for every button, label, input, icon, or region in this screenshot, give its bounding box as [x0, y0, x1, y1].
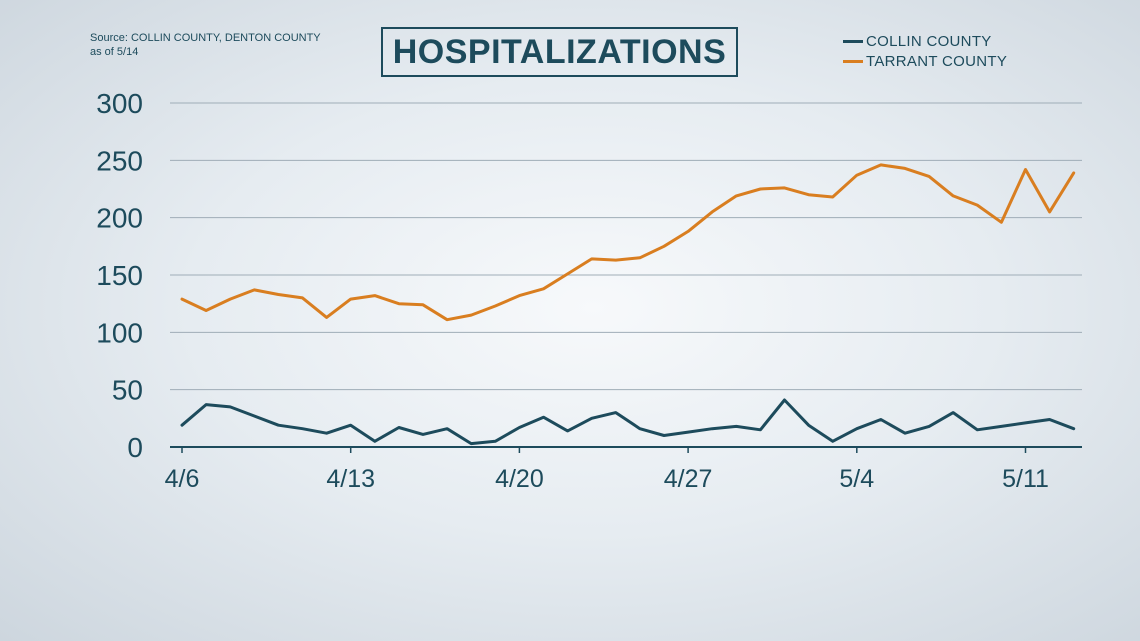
- legend-label-tarrant: TARRANT COUNTY: [866, 53, 1008, 70]
- y-tick-label-250: 250: [96, 145, 143, 176]
- x-tick-label: 4/27: [664, 465, 713, 493]
- as-of-date: as of 5/14: [90, 46, 139, 58]
- legend-item-collin: COLLIN COUNTY: [843, 33, 992, 50]
- y-tick-label-150: 150: [96, 260, 143, 291]
- chart-title: HOSPITALIZATIONS: [392, 32, 727, 71]
- x-tick-label: 4/13: [326, 465, 375, 493]
- legend-swatch-tarrant: [843, 60, 863, 63]
- y-tick-label-50: 50: [112, 375, 143, 406]
- y-tick-label-200: 200: [96, 203, 143, 234]
- y-tick-label-100: 100: [96, 317, 143, 348]
- x-tick-label: 4/6: [165, 465, 200, 493]
- y-tick-label-0: 0: [127, 432, 143, 463]
- series-line-tarrant: [180, 163, 1076, 322]
- chart-title-box: HOSPITALIZATIONS: [381, 27, 738, 77]
- source-line: Source: COLLIN COUNTY, DENTON COUNTY: [90, 32, 321, 44]
- y-tick-label-300: 300: [96, 88, 143, 119]
- x-tick-label: 5/11: [1002, 465, 1049, 493]
- legend-swatch-collin: [843, 40, 863, 43]
- series-line-collin: [180, 398, 1076, 446]
- legend-item-tarrant: TARRANT COUNTY: [843, 53, 1007, 70]
- x-tick-label: 5/4: [839, 465, 874, 493]
- x-tick-label: 4/20: [495, 465, 544, 493]
- legend-label-collin: COLLIN COUNTY: [866, 33, 992, 50]
